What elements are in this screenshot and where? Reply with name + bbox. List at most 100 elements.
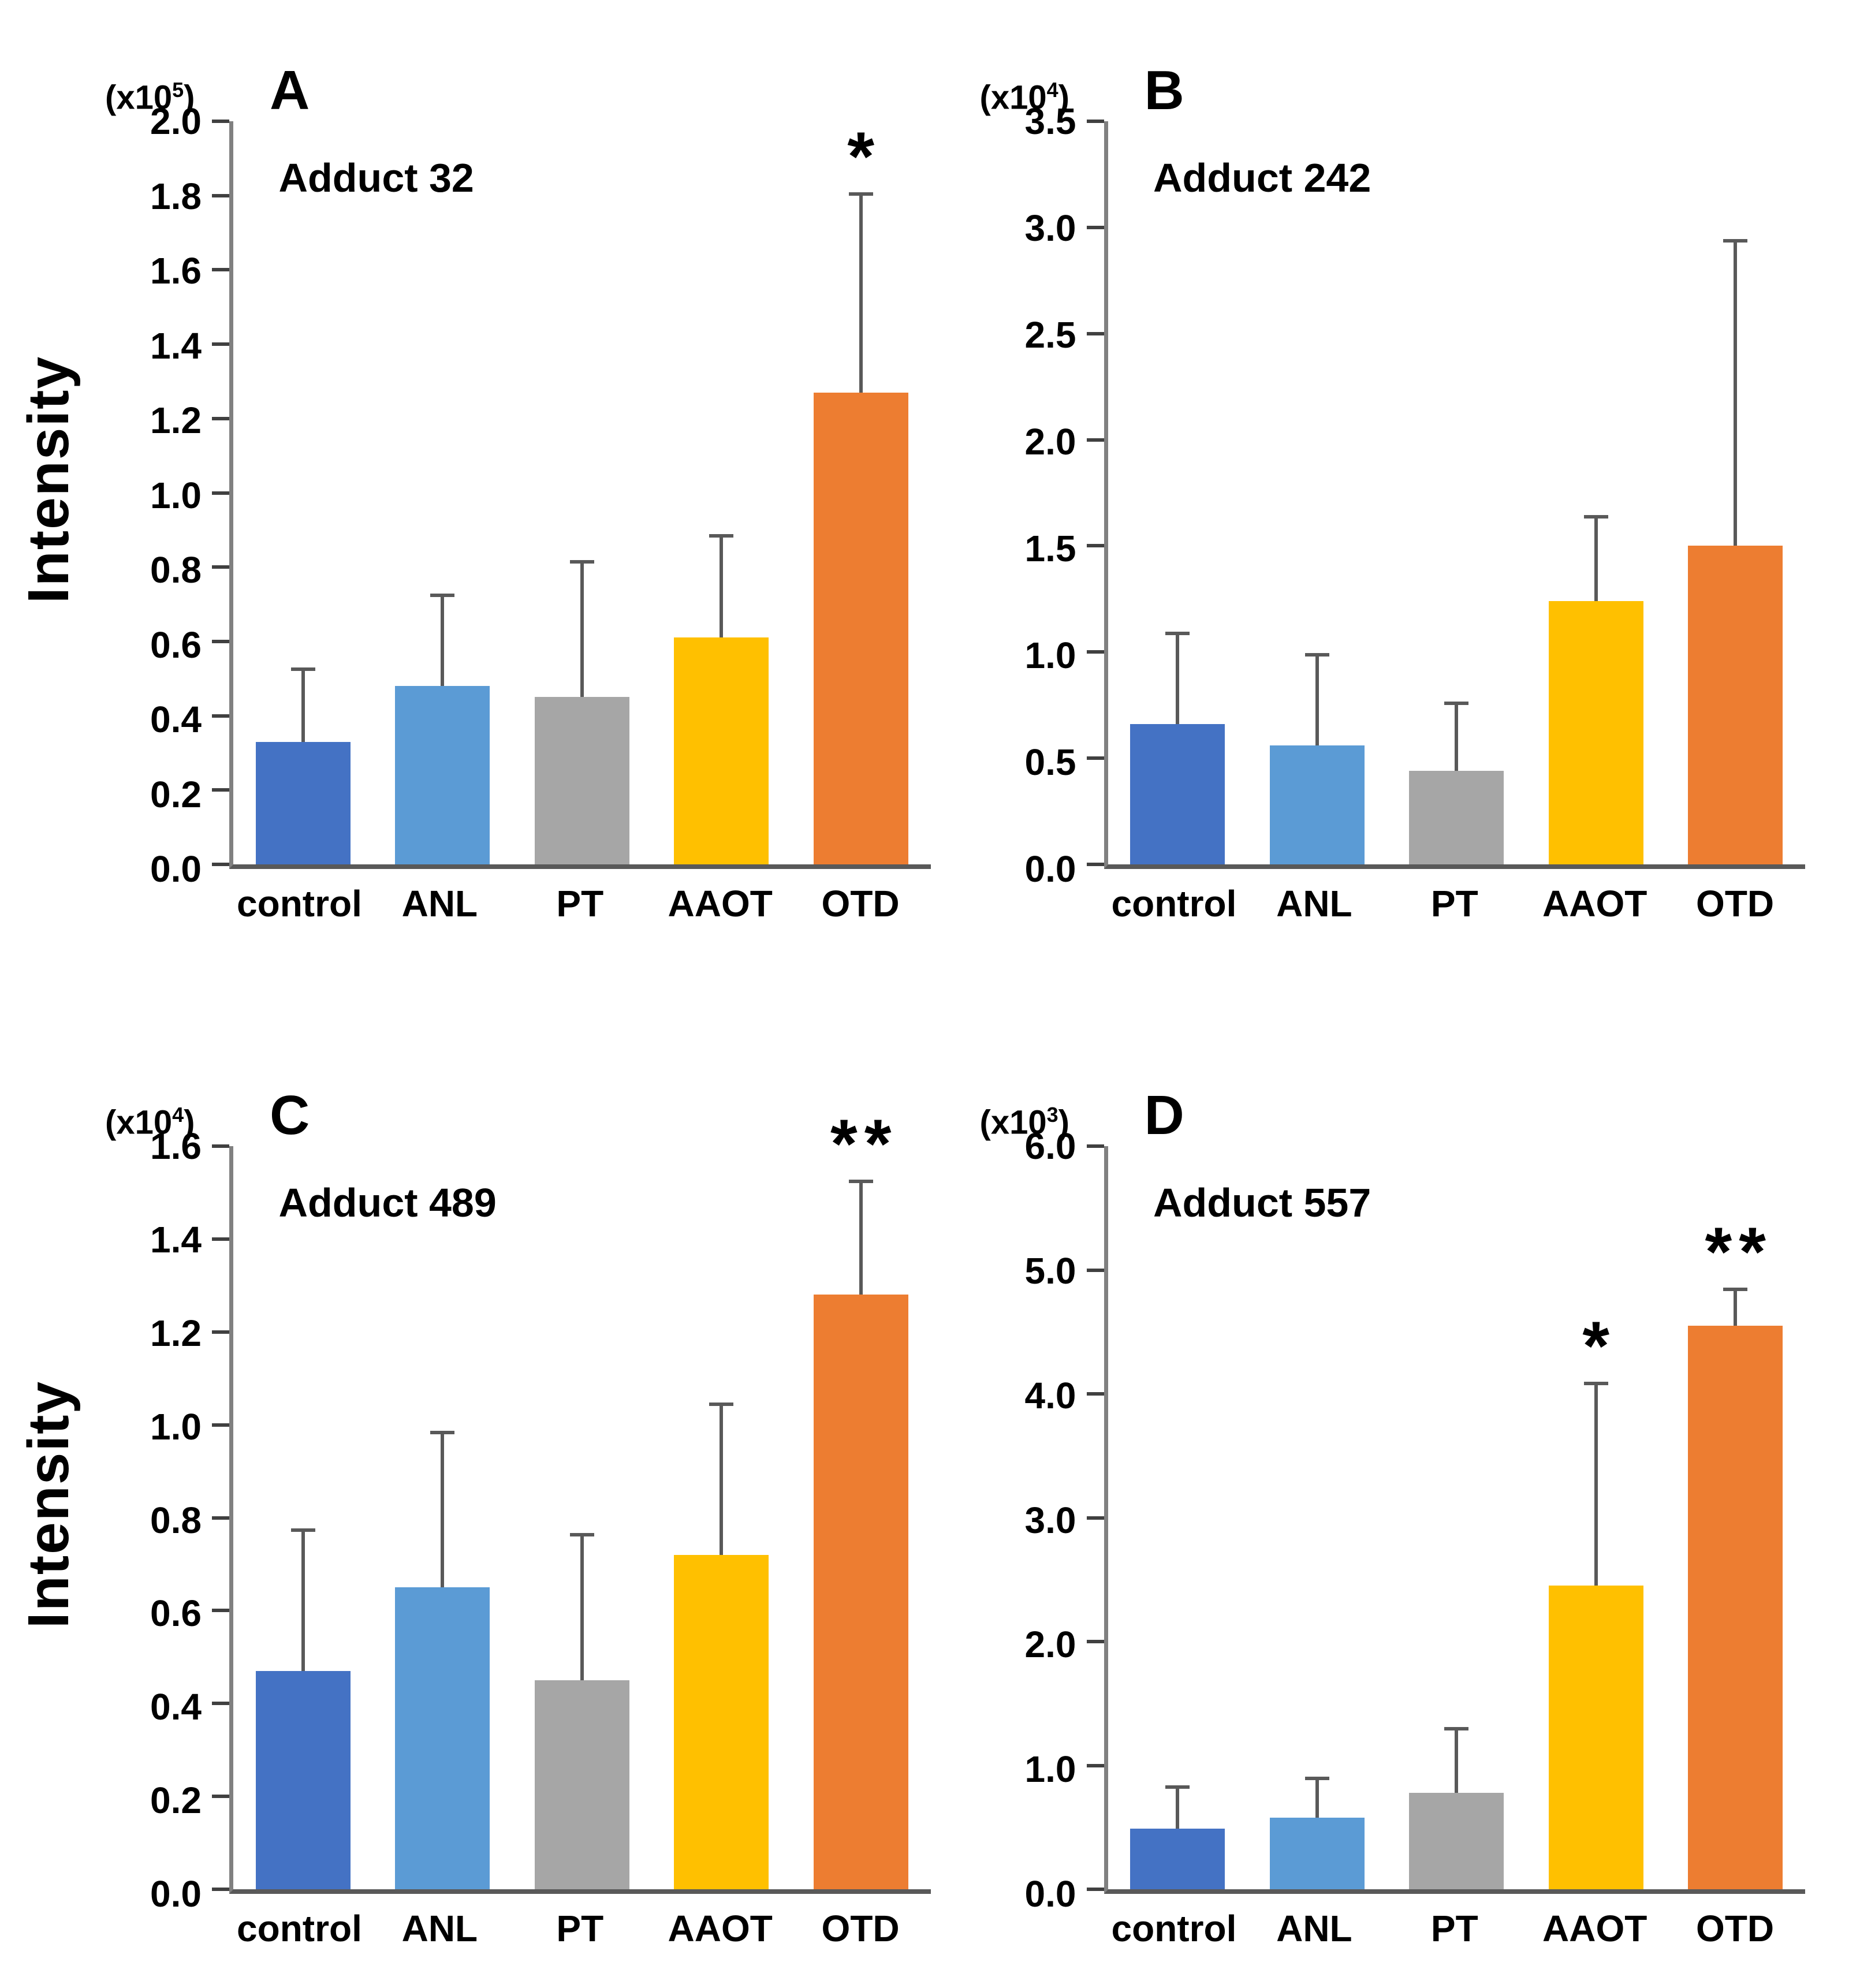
y-tick-mark bbox=[212, 1144, 229, 1148]
scale-exponent: 5 bbox=[172, 77, 184, 102]
error-bar-cap bbox=[430, 593, 455, 597]
y-tick-mark bbox=[212, 120, 229, 123]
x-category-label-control: control bbox=[237, 883, 362, 924]
figure-row-top: Intensity (x105) A 2.0 1.8 1.6 1.4 1.2 1.0 0.8 0.… bbox=[7, 17, 1840, 941]
error-bar bbox=[1455, 705, 1459, 771]
error-bar bbox=[1315, 656, 1319, 746]
y-tick-label: 0.4 bbox=[150, 1686, 202, 1728]
y-tick-label: 1.5 bbox=[1024, 528, 1076, 569]
y-tick-mark bbox=[212, 342, 229, 346]
y-tick-mark bbox=[1086, 1144, 1104, 1148]
bar-slot-PT bbox=[1387, 1146, 1527, 1889]
bar-slot-AAOT bbox=[652, 1146, 792, 1889]
y-tick-label: 1.6 bbox=[150, 1125, 202, 1167]
error-bar bbox=[720, 537, 724, 638]
y-tick-label: 0.2 bbox=[150, 1780, 202, 1822]
bar-slot-control bbox=[233, 121, 373, 864]
bar-slot-ANL bbox=[373, 1146, 513, 1889]
significance-marker: ** bbox=[1705, 1213, 1773, 1290]
y-tick-label: 0.5 bbox=[1024, 741, 1076, 783]
y-tick-mark bbox=[212, 1795, 229, 1799]
y-tick-label: 0.0 bbox=[1024, 848, 1076, 890]
bar-slot-OTD: ** bbox=[1666, 1146, 1806, 1889]
y-tick-label: 4.0 bbox=[1024, 1374, 1076, 1416]
y-tick-mark bbox=[212, 639, 229, 643]
bar-slot-control bbox=[1108, 1146, 1248, 1889]
y-tick-mark bbox=[212, 788, 229, 792]
y-tick-label: 1.0 bbox=[150, 474, 202, 516]
bar-ANL bbox=[1269, 1817, 1365, 1889]
error-bar-cap bbox=[1165, 1785, 1190, 1789]
panel-letter: D bbox=[1144, 1084, 1184, 1147]
error-bar-cap bbox=[1723, 1287, 1748, 1291]
y-tick-label: 6.0 bbox=[1024, 1125, 1076, 1167]
y-tick-mark bbox=[1086, 1640, 1104, 1643]
bars-container: ** bbox=[233, 1109, 931, 1889]
chart-area: 1.6 1.4 1.2 1.0 0.8 0.6 0.4 0.2 0.0 Adduct 489 ** bbox=[105, 1109, 931, 1912]
bar-PT bbox=[534, 697, 629, 864]
plot-area: Adduct 489 ** bbox=[212, 1109, 931, 1894]
error-bar bbox=[441, 1434, 445, 1588]
y-tick-label: 2.0 bbox=[150, 100, 202, 142]
y-tick-label: 0.6 bbox=[150, 624, 202, 666]
bar-slot-ANL bbox=[373, 121, 513, 864]
bar-slot-AAOT: * bbox=[1526, 1146, 1666, 1889]
scale-prefix: (x10 bbox=[979, 79, 1047, 116]
bar-AAOT bbox=[1548, 1586, 1643, 1889]
x-category-label-ANL: ANL bbox=[401, 883, 478, 924]
y-tick-label: 1.0 bbox=[1024, 635, 1076, 676]
y-tick-mark bbox=[212, 565, 229, 569]
bar-PT bbox=[1409, 771, 1504, 864]
panel-header: (x104) B bbox=[980, 17, 1806, 121]
error-bar-cap bbox=[848, 192, 873, 196]
y-tick-mark bbox=[1086, 1392, 1104, 1396]
scale-suffix: ) bbox=[184, 79, 195, 116]
error-bar bbox=[1176, 635, 1180, 725]
plot-area: Adduct 242 bbox=[1086, 120, 1805, 869]
bar-slot-ANL bbox=[1247, 121, 1387, 864]
error-bar-cap bbox=[1583, 514, 1608, 519]
y-tick-label: 3.0 bbox=[1024, 1499, 1076, 1541]
y-axis-label-cell-top: Intensity bbox=[7, 17, 91, 941]
error-bar bbox=[441, 596, 445, 687]
scale-exponent: 4 bbox=[1046, 77, 1058, 102]
bar-OTD bbox=[813, 392, 908, 864]
y-tick-mark bbox=[212, 1516, 229, 1520]
y-axis-label-cell-bottom: Intensity bbox=[7, 1042, 91, 1966]
axis-scale-label: (x105) bbox=[105, 77, 229, 116]
bar-OTD bbox=[1688, 1326, 1783, 1889]
y-tick-mark bbox=[212, 1702, 229, 1706]
error-bar bbox=[1734, 242, 1738, 546]
y-tick-label: 1.6 bbox=[150, 250, 202, 292]
bar-AAOT bbox=[1548, 601, 1643, 864]
panel-title: Adduct 557 bbox=[1153, 1180, 1371, 1225]
y-axis-tick-labels: 1.6 1.4 1.2 1.0 0.8 0.6 0.4 0.2 0.0 bbox=[105, 1128, 229, 1912]
error-bar bbox=[859, 195, 863, 393]
bar-AAOT bbox=[674, 1554, 769, 1889]
x-axis-labels: control ANL PT AAOT OTD bbox=[980, 1894, 1806, 1966]
y-tick-label: 0.0 bbox=[150, 848, 202, 890]
scale-suffix: ) bbox=[1058, 1103, 1069, 1141]
x-category-label-AAOT: AAOT bbox=[1542, 1908, 1647, 1949]
y-tick-mark bbox=[212, 714, 229, 718]
y-tick-mark bbox=[1086, 1268, 1104, 1272]
x-category-label-OTD: OTD bbox=[821, 1908, 900, 1949]
y-axis-label: Intensity bbox=[16, 1380, 81, 1628]
scale-prefix: (x10 bbox=[979, 1103, 1047, 1141]
error-bar bbox=[1176, 1789, 1180, 1829]
x-category-label-ANL: ANL bbox=[401, 1908, 478, 1949]
x-category-label-PT: PT bbox=[556, 883, 604, 924]
panel-B: (x104) B 3.5 3.0 2.5 2.0 1.5 1.0 0.5 0.0 Adduct 24… bbox=[966, 17, 1840, 941]
significance-marker: * bbox=[1582, 1307, 1617, 1385]
significance-marker: ** bbox=[830, 1105, 899, 1183]
scale-suffix: ) bbox=[184, 1103, 195, 1141]
x-axis-labels: control ANL PT AAOT OTD bbox=[105, 1894, 931, 1966]
bar-slot-AAOT bbox=[1526, 121, 1666, 864]
error-bar bbox=[301, 671, 305, 742]
error-bar-cap bbox=[709, 1403, 734, 1407]
panel-D: (x103) D 6.0 5.0 4.0 3.0 2.0 1.0 0.0 Adduct 557 * *… bbox=[966, 1042, 1840, 1966]
y-tick-mark bbox=[1086, 1516, 1104, 1520]
y-tick-mark bbox=[212, 193, 229, 197]
scale-prefix: (x10 bbox=[105, 1103, 173, 1141]
y-tick-label: 0.8 bbox=[150, 549, 202, 591]
